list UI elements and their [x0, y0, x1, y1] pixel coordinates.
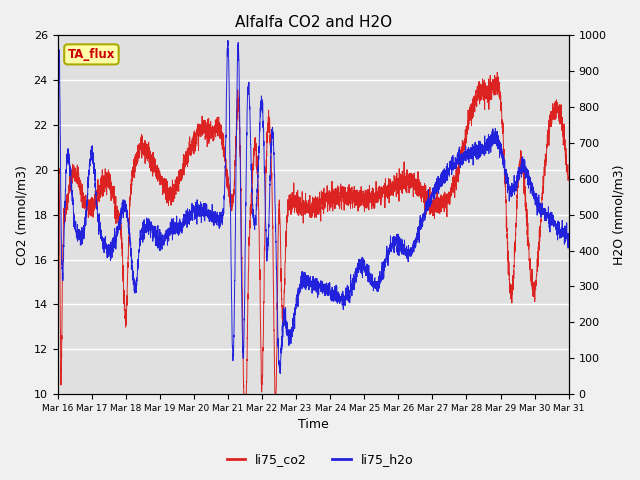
li75_co2: [54, 207, 61, 213]
li75_co2: [549, 111, 557, 117]
li75_h2o: [269, 125, 276, 131]
li75_co2: [240, 391, 248, 397]
li75_co2: [524, 220, 532, 226]
li75_co2: [425, 197, 433, 203]
li75_co2: [297, 200, 305, 206]
li75_h2o: [297, 286, 305, 291]
Title: Alfalfa CO2 and H2O: Alfalfa CO2 and H2O: [235, 15, 392, 30]
Y-axis label: CO2 (mmol/m3): CO2 (mmol/m3): [15, 165, 28, 264]
li75_h2o: [426, 202, 433, 207]
li75_h2o: [276, 371, 284, 376]
li75_h2o: [54, 173, 61, 179]
li75_co2: [273, 367, 280, 373]
li75_h2o: [565, 230, 573, 236]
li75_co2: [269, 208, 276, 214]
li75_h2o: [524, 169, 532, 175]
Y-axis label: H2O (mmol/m3): H2O (mmol/m3): [612, 165, 625, 265]
li75_co2: [493, 70, 501, 75]
X-axis label: Time: Time: [298, 419, 328, 432]
li75_h2o: [549, 213, 557, 218]
Text: TA_flux: TA_flux: [68, 48, 115, 61]
li75_h2o: [224, 37, 232, 43]
Line: li75_co2: li75_co2: [58, 72, 569, 394]
li75_co2: [565, 175, 573, 180]
Legend: li75_co2, li75_h2o: li75_co2, li75_h2o: [221, 448, 419, 471]
Line: li75_h2o: li75_h2o: [58, 40, 569, 373]
li75_h2o: [273, 264, 280, 269]
